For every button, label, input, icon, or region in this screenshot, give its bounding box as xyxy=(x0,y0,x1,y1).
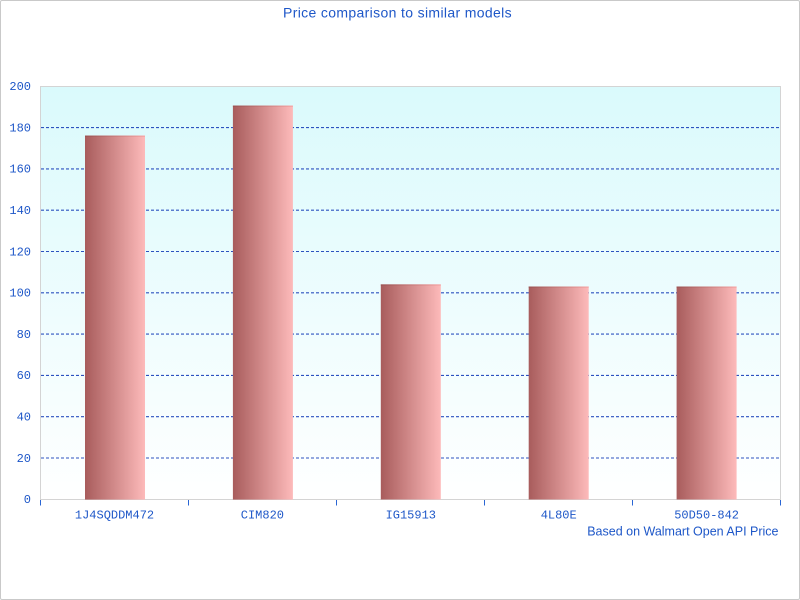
svg-text:50D50-842: 50D50-842 xyxy=(674,509,739,523)
svg-text:120: 120 xyxy=(9,245,31,259)
svg-text:Price comparison to similar mo: Price comparison to similar models xyxy=(283,5,512,21)
svg-text:IG15913: IG15913 xyxy=(386,509,436,523)
svg-text:4L80E: 4L80E xyxy=(541,509,577,523)
svg-text:200: 200 xyxy=(9,80,31,94)
svg-text:Based on Walmart Open API Pric: Based on Walmart Open API Price xyxy=(587,525,778,539)
svg-text:100: 100 xyxy=(9,287,31,301)
svg-text:1J4SQDDM472: 1J4SQDDM472 xyxy=(75,509,154,523)
svg-text:CIM820: CIM820 xyxy=(241,509,284,523)
svg-text:140: 140 xyxy=(9,204,31,218)
svg-text:60: 60 xyxy=(17,369,31,383)
svg-text:180: 180 xyxy=(9,121,31,135)
svg-text:80: 80 xyxy=(17,328,31,342)
svg-text:0: 0 xyxy=(24,493,31,507)
svg-text:40: 40 xyxy=(17,411,31,425)
svg-text:20: 20 xyxy=(17,452,31,466)
svg-text:160: 160 xyxy=(9,163,31,177)
